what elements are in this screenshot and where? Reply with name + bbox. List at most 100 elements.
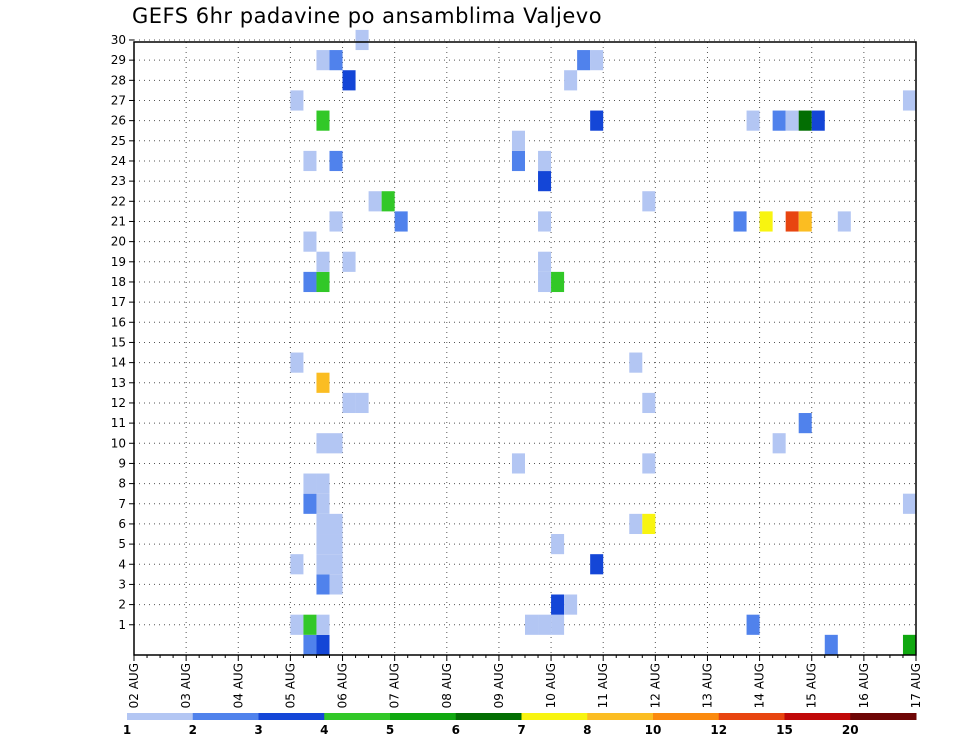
precip-cell xyxy=(746,110,760,131)
y-tick-label: 30 xyxy=(111,33,126,47)
precip-cell xyxy=(538,211,552,232)
y-tick-label: 26 xyxy=(111,114,126,128)
y-tick-label: 27 xyxy=(111,93,126,107)
y-tick-label: 21 xyxy=(111,214,126,228)
y-tick-label: 20 xyxy=(111,235,126,249)
precip-cell xyxy=(394,211,408,232)
precip-cell xyxy=(511,150,525,172)
precip-cell xyxy=(329,554,343,575)
y-tick-label: 13 xyxy=(111,376,126,390)
y-tick-label: 14 xyxy=(111,356,126,370)
y-tick-label: 5 xyxy=(118,537,126,551)
x-tick-label: 11 AUG xyxy=(596,663,610,708)
precip-cell xyxy=(902,493,916,514)
precip-cell xyxy=(316,493,330,514)
precip-cell xyxy=(538,150,552,172)
precip-cell xyxy=(577,50,591,71)
y-tick-label: 12 xyxy=(111,396,126,410)
y-tick-label: 10 xyxy=(111,436,126,450)
x-tick-label: 12 AUG xyxy=(648,663,662,708)
y-tick-label: 3 xyxy=(118,577,126,591)
precip-cell xyxy=(590,554,604,575)
precip-cell xyxy=(329,211,343,232)
colorbar-label: 6 xyxy=(452,723,460,737)
y-tick-label: 24 xyxy=(111,154,126,168)
precip-cell xyxy=(525,614,539,635)
y-tick-label: 19 xyxy=(111,255,126,269)
precip-cell xyxy=(316,271,330,293)
precip-cell xyxy=(551,534,565,555)
colorbar-label: 10 xyxy=(645,723,662,737)
colorbar-swatch xyxy=(587,713,654,720)
precip-cell xyxy=(798,211,812,232)
precip-cell xyxy=(551,614,565,635)
colorbar-label: 3 xyxy=(254,723,262,737)
x-tick-label: 06 AUG xyxy=(336,663,350,708)
precip-cell xyxy=(290,554,304,575)
precip-cell xyxy=(342,251,356,272)
precip-cell xyxy=(511,130,525,151)
precip-cell xyxy=(798,413,812,434)
precip-cell xyxy=(733,211,747,232)
precip-cell xyxy=(564,594,578,615)
precip-cell xyxy=(811,110,825,131)
precip-cell xyxy=(642,513,656,535)
precip-cell xyxy=(746,614,760,635)
colorbar-swatch xyxy=(521,713,588,720)
x-tick-label: 02 AUG xyxy=(127,663,141,708)
x-tick-label: 14 AUG xyxy=(753,663,767,708)
precip-cell xyxy=(798,110,812,131)
precip-cell xyxy=(316,110,330,131)
precip-cell xyxy=(902,90,916,111)
colorbar-swatch xyxy=(258,713,325,720)
y-tick-label: 16 xyxy=(111,315,126,329)
precip-cell xyxy=(590,110,604,131)
precip-cell xyxy=(902,634,916,655)
precip-cell xyxy=(837,211,851,232)
precip-cell xyxy=(316,554,330,575)
precip-cell xyxy=(316,433,330,454)
precip-cell xyxy=(785,211,799,232)
precip-cell xyxy=(303,231,317,252)
x-tick-label: 15 AUG xyxy=(805,663,819,708)
precip-cell xyxy=(538,251,552,272)
y-tick-label: 29 xyxy=(111,53,126,67)
precip-cell xyxy=(629,513,643,535)
y-tick-label: 28 xyxy=(111,73,126,87)
y-tick-label: 9 xyxy=(118,456,126,470)
y-tick-label: 22 xyxy=(111,194,126,208)
x-tick-label: 13 AUG xyxy=(700,663,714,708)
precip-cell xyxy=(759,211,773,232)
precip-cell xyxy=(772,433,786,454)
precip-cell xyxy=(329,574,343,595)
precip-cell xyxy=(329,534,343,555)
x-tick-label: 17 AUG xyxy=(909,663,923,708)
precip-cell xyxy=(303,473,317,494)
y-tick-label: 18 xyxy=(111,275,126,289)
y-tick-label: 4 xyxy=(118,557,126,571)
precip-cell xyxy=(303,614,317,635)
x-tick-label: 09 AUG xyxy=(492,663,506,708)
precip-cell xyxy=(303,634,317,655)
precip-cell xyxy=(785,110,799,131)
precip-cell xyxy=(642,392,656,414)
colorbar-label: 1 xyxy=(123,723,131,737)
chart-title: GEFS 6hr padavine po ansamblima Valjevo xyxy=(132,4,603,28)
colorbar-swatch xyxy=(653,713,720,720)
precip-cell xyxy=(538,271,552,293)
precip-cell xyxy=(316,513,330,535)
precip-cell xyxy=(316,50,330,71)
precip-cell xyxy=(551,594,565,615)
precip-cell xyxy=(642,453,656,474)
colorbar-swatch xyxy=(127,713,194,720)
precip-cell xyxy=(303,493,317,514)
colorbar-swatch xyxy=(850,713,917,720)
precip-cell xyxy=(290,90,304,111)
colorbar-label: 4 xyxy=(320,723,328,737)
precip-cell xyxy=(316,534,330,555)
precip-cell xyxy=(824,634,838,655)
y-tick-label: 25 xyxy=(111,134,126,148)
precip-cell xyxy=(511,453,525,474)
precip-cell xyxy=(772,110,786,131)
precip-cell xyxy=(342,70,356,91)
